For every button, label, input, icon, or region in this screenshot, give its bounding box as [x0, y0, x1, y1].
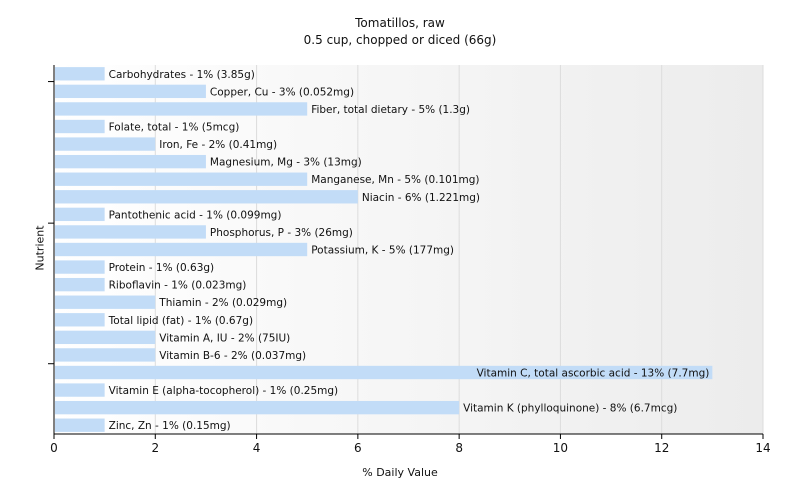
bar: [55, 207, 105, 222]
x-tick-label: 0: [50, 441, 58, 455]
bar: [55, 242, 308, 257]
bar-label: Protein - 1% (0.63g): [109, 262, 215, 274]
bar: [55, 67, 105, 81]
bar: [55, 313, 105, 327]
bar: [55, 277, 105, 292]
bar-label: Folate, total - 1% (5mcg): [109, 122, 240, 134]
bar: [55, 260, 105, 274]
bar-label: Vitamin E (alpha-tocopherol) - 1% (0.25m…: [109, 385, 339, 397]
bar-label: Vitamin K (phylloquinone) - 8% (6.7mcg): [463, 403, 677, 415]
bar-label: Fiber, total dietary - 5% (1.3g): [311, 104, 470, 116]
bar-label: Niacin - 6% (1.221mg): [362, 192, 480, 204]
bar: [55, 330, 156, 345]
bar-label: Vitamin B-6 - 2% (0.037mg): [159, 350, 306, 362]
bar-label: Total lipid (fat) - 1% (0.67g): [108, 315, 253, 327]
x-tick-label: 10: [553, 441, 568, 455]
bar: [55, 365, 713, 380]
bar-label: Magnesium, Mg - 3% (13mg): [210, 157, 362, 169]
bar-label: Manganese, Mn - 5% (0.101mg): [311, 174, 479, 186]
x-tick-label: 14: [755, 441, 770, 455]
bar-label: Potassium, K - 5% (177mg): [311, 245, 454, 257]
bar: [55, 418, 105, 432]
x-tick-label: 6: [354, 441, 362, 455]
bar-label: Zinc, Zn - 1% (0.15mg): [109, 420, 231, 432]
x-tick-label: 8: [455, 441, 463, 455]
y-axis-label: Nutrient: [33, 225, 47, 271]
bar: [55, 172, 308, 186]
bar-label: Copper, Cu - 3% (0.052mg): [210, 86, 354, 98]
bar: [55, 137, 156, 151]
x-tick-label: 12: [654, 441, 669, 455]
bar: [55, 119, 105, 134]
bar-label: Iron, Fe - 2% (0.41mg): [159, 139, 277, 151]
bar-label: Pantothenic acid - 1% (0.099mg): [109, 209, 282, 221]
bar: [55, 383, 105, 397]
chart-subtitle: 0.5 cup, chopped or diced (66g): [303, 33, 497, 47]
x-tick-label: 4: [253, 441, 261, 455]
bar: [55, 190, 358, 204]
x-tick-label: 2: [151, 441, 159, 455]
bar-label: Phosphorus, P - 3% (26mg): [210, 227, 353, 239]
x-axis-label: % Daily Value: [362, 466, 438, 479]
bar: [55, 154, 206, 169]
bar: [55, 84, 206, 99]
bar: [55, 348, 156, 362]
bar: [55, 400, 460, 415]
chart-title: Tomatillos, raw: [355, 16, 445, 30]
bar: [55, 225, 206, 239]
bar-label: Thiamin - 2% (0.029mg): [158, 297, 287, 309]
bar-label: Vitamin A, IU - 2% (75IU): [159, 332, 290, 344]
bar-label: Carbohydrates - 1% (3.85g): [109, 69, 255, 81]
bar-label: Riboflavin - 1% (0.023mg): [109, 280, 247, 292]
bar: [55, 295, 156, 309]
bar-label: Vitamin C, total ascorbic acid - 13% (7.…: [477, 368, 710, 380]
bar: [55, 102, 308, 116]
